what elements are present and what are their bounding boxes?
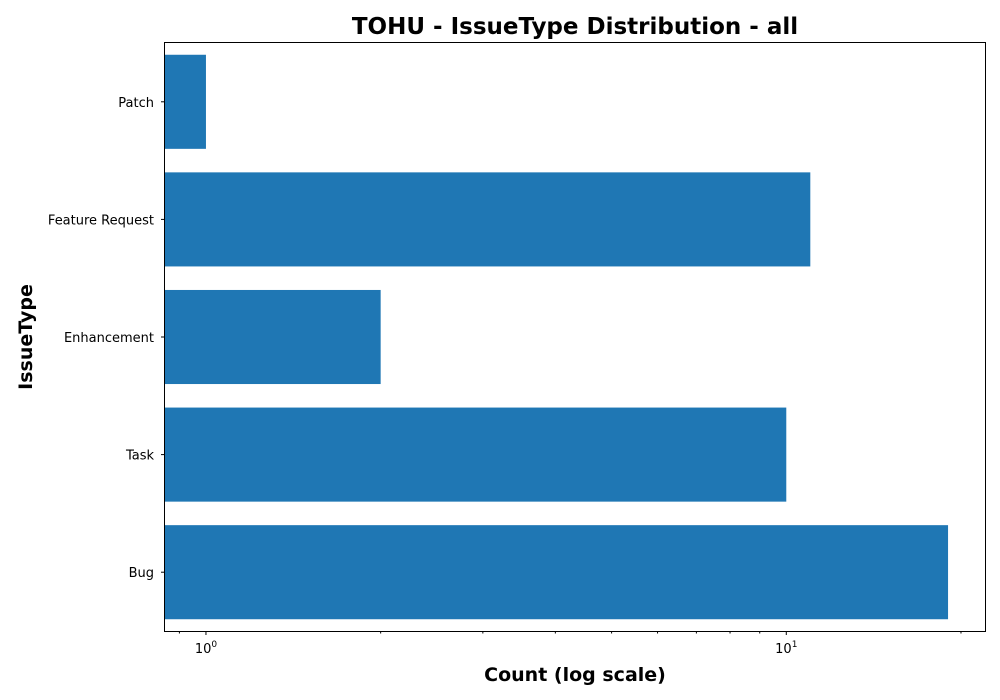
bars — [165, 54, 949, 620]
x-tick-label: 100 — [195, 640, 218, 657]
plot-area: Bug Task Enhancement Feature Request Patch 1… — [48, 42, 986, 657]
y-tick-label: Enhancement — [64, 331, 154, 346]
bar-bug — [165, 525, 949, 620]
bar-patch — [165, 54, 206, 149]
y-tick-label: Feature Request — [48, 213, 154, 228]
x-tick-label: 101 — [775, 640, 797, 657]
bar-enhancement — [165, 289, 381, 385]
y-tick-label: Task — [125, 449, 155, 464]
y-axis-ticks: Bug Task Enhancement Feature Request Patch — [48, 96, 165, 581]
chart-title: TOHU - IssueType Distribution - all — [352, 14, 798, 40]
y-tick-label: Bug — [129, 566, 154, 581]
y-axis-label: IssueType — [15, 284, 37, 390]
x-axis-label: Count (log scale) — [484, 664, 666, 686]
x-axis-ticks: 100 101 — [178, 631, 962, 657]
y-tick-label: Patch — [118, 96, 154, 111]
bar-feature-request — [165, 172, 811, 267]
bar-task — [165, 407, 787, 502]
